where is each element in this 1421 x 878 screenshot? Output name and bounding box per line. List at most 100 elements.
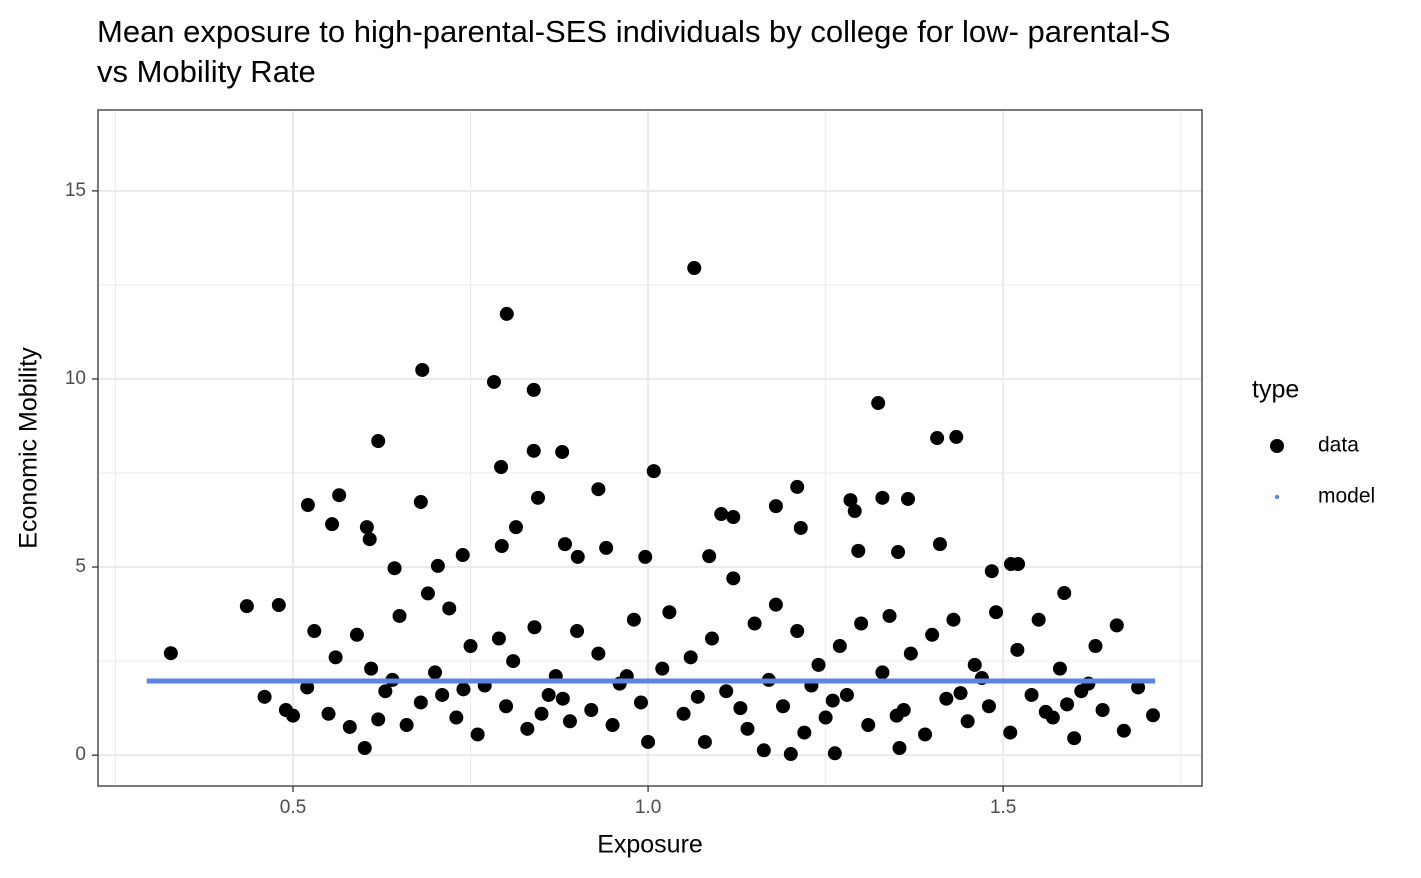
data-point (930, 431, 945, 446)
legend-key (1274, 494, 1280, 500)
data-point (257, 689, 272, 704)
data-point (900, 491, 915, 506)
x-tick-label: 1.0 (635, 797, 661, 818)
data-point (827, 746, 842, 761)
data-point (1131, 680, 1146, 695)
data-point (534, 706, 549, 721)
legend-label: model (1318, 485, 1375, 508)
data-point (984, 564, 999, 579)
data-point (832, 639, 847, 654)
data-point (413, 494, 428, 509)
data-point (605, 718, 620, 733)
data-point (300, 497, 315, 512)
data-point (557, 537, 572, 552)
data-point (463, 639, 478, 654)
data-point (981, 699, 996, 714)
data-point (271, 598, 286, 613)
data-point (413, 695, 428, 710)
data-point (641, 734, 656, 749)
data-point (541, 687, 556, 702)
data-point (687, 260, 702, 275)
data-point (790, 624, 805, 639)
data-point (839, 687, 854, 702)
data-point (359, 520, 374, 535)
panel-background (98, 110, 1202, 786)
data-point (1095, 703, 1110, 718)
data-point (325, 517, 340, 532)
data-point (1060, 697, 1075, 712)
data-point (891, 545, 906, 560)
data-point (371, 712, 386, 727)
data-point (494, 538, 509, 553)
data-point (825, 693, 840, 708)
data-point (449, 710, 464, 725)
data-point (756, 743, 771, 758)
y-tick-label: 10 (65, 368, 86, 389)
data-point (776, 699, 791, 714)
data-point (697, 734, 712, 749)
data-point (960, 714, 975, 729)
data-point (494, 459, 509, 474)
data-point (740, 721, 755, 736)
data-point (570, 549, 585, 564)
data-point (562, 714, 577, 729)
data-point (932, 537, 947, 552)
data-point (861, 718, 876, 733)
data-point (811, 657, 826, 672)
data-point (903, 646, 918, 661)
data-point (676, 706, 691, 721)
data-point (918, 727, 933, 742)
data-point (1109, 618, 1124, 633)
legend-title: type (1252, 376, 1299, 404)
data-point (508, 520, 523, 535)
data-point (328, 650, 343, 665)
data-point (357, 741, 372, 756)
data-point (939, 691, 954, 706)
data-point (455, 548, 470, 563)
axes: 0.5 1.0 1.5 0 5 10 15 (65, 180, 1017, 818)
data-point (1116, 723, 1131, 738)
data-point (435, 687, 450, 702)
data-point (662, 605, 677, 620)
y-tick-label: 0 (75, 744, 86, 765)
data-point (362, 532, 377, 547)
data-point (526, 382, 541, 397)
data-point (626, 612, 641, 627)
data-point (506, 654, 521, 669)
x-tick-label: 0.5 (280, 797, 306, 818)
data-point (1088, 639, 1103, 654)
data-point (584, 703, 599, 718)
data-point (843, 493, 858, 508)
data-point (726, 510, 741, 525)
data-point (747, 616, 762, 631)
data-point (790, 479, 805, 494)
data-point (1031, 612, 1046, 627)
data-point (851, 543, 866, 558)
data-point (797, 725, 812, 740)
data-point (442, 601, 457, 616)
x-tick-label: 1.5 (990, 797, 1016, 818)
data-point (527, 620, 542, 635)
data-point (491, 631, 506, 646)
data-point (892, 741, 907, 756)
grid (98, 110, 1202, 786)
data-point (875, 490, 890, 505)
data-point (871, 396, 886, 411)
data-point (428, 665, 443, 680)
data-point (638, 549, 653, 564)
data-point (1010, 642, 1025, 657)
data-point (399, 718, 414, 733)
data-point (818, 710, 833, 725)
data-point (1003, 725, 1018, 740)
data-point (520, 721, 535, 736)
data-point (378, 684, 393, 699)
data-point (1145, 708, 1160, 723)
panel-border (97, 109, 1203, 787)
data-point (702, 549, 717, 564)
data-point (889, 708, 904, 723)
data-point (342, 719, 357, 734)
data-point (486, 374, 501, 389)
data-point (286, 708, 301, 723)
data-point (875, 665, 890, 680)
legend-label: data (1318, 434, 1359, 457)
